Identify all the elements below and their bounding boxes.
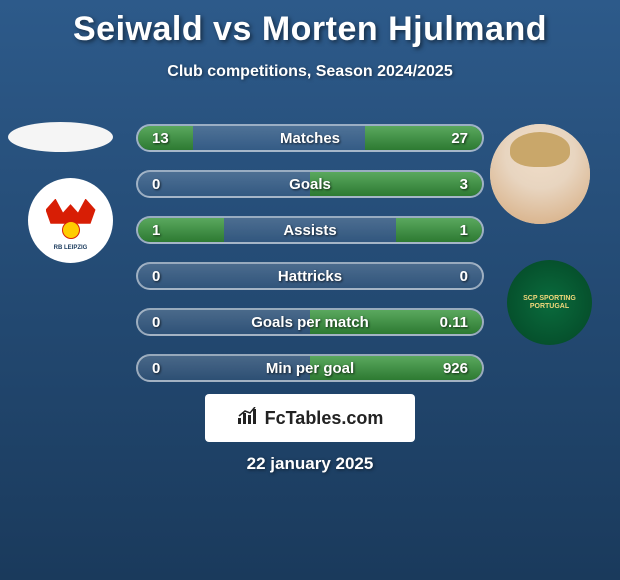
rbl-text: RB LEIPZIG: [41, 245, 101, 251]
brand-chart-icon: [237, 407, 259, 430]
stat-left-value: 13: [152, 130, 182, 147]
stat-right-value: 0.11: [438, 314, 468, 331]
comparison-subtitle: Club competitions, Season 2024/2025: [0, 63, 620, 81]
stat-row: 0 Min per goal 926: [136, 354, 484, 382]
stat-left-value: 0: [152, 176, 182, 193]
stat-left-value: 0: [152, 360, 182, 377]
snapshot-date: 22 january 2025: [0, 454, 620, 474]
stats-container: 13 Matches 27 0 Goals 3 1 Assists 1 0 Hattricks 0 0 G…: [136, 124, 484, 400]
comparison-title: Seiwald vs Morten Hjulmand: [0, 0, 620, 49]
stat-label: Min per goal: [266, 360, 354, 377]
stat-left-value: 0: [152, 268, 182, 285]
stat-label: Assists: [283, 222, 336, 239]
stat-row: 0 Hattricks 0: [136, 262, 484, 290]
stat-row: 1 Assists 1: [136, 216, 484, 244]
brand-text: FcTables.com: [265, 408, 384, 429]
stat-right-value: 926: [438, 360, 468, 377]
player-left-avatar: [8, 122, 113, 152]
stat-label: Hattricks: [278, 268, 342, 285]
stat-right-value: 0: [438, 268, 468, 285]
stat-label: Goals per match: [251, 314, 369, 331]
stat-row: 13 Matches 27: [136, 124, 484, 152]
rb-leipzig-logo-icon: RB LEIPZIG: [41, 191, 101, 251]
stat-row: 0 Goals per match 0.11: [136, 308, 484, 336]
stat-left-value: 0: [152, 314, 182, 331]
brand-box: FcTables.com: [205, 394, 415, 442]
stat-right-value: 27: [438, 130, 468, 147]
stat-right-value: 3: [438, 176, 468, 193]
sporting-logo-icon: SCP SPORTING PORTUGAL: [507, 291, 592, 314]
club-left-badge: RB LEIPZIG: [28, 178, 113, 263]
stat-row: 0 Goals 3: [136, 170, 484, 198]
stat-label: Goals: [289, 176, 331, 193]
stat-left-value: 1: [152, 222, 182, 239]
stat-label: Matches: [280, 130, 340, 147]
player-right-avatar: [490, 124, 590, 224]
stat-right-value: 1: [438, 222, 468, 239]
club-right-badge: SCP SPORTING PORTUGAL: [507, 260, 592, 345]
